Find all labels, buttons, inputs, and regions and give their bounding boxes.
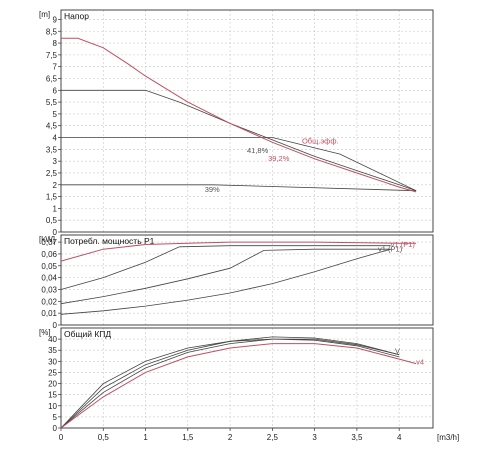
curve-red-3 [61, 37, 417, 193]
y-tick-label: 0,05 [41, 262, 57, 271]
y-tick-label: 8,5 [46, 27, 58, 36]
curve-dark-0 [60, 338, 400, 429]
y-tick-label: 0,06 [41, 250, 57, 259]
y-tick-label: 10 [48, 402, 57, 411]
y-tick-label: 5 [53, 110, 58, 119]
y-tick-label: 0 [53, 228, 58, 237]
y-tick-label: 5 [53, 413, 58, 422]
panel-title: Напор [64, 11, 89, 21]
annotation-label: 39% [205, 185, 220, 194]
x-tick-label: 2,5 [267, 433, 279, 442]
annotation-label: v4 [416, 358, 424, 367]
y-tick-label: 1,5 [46, 193, 58, 202]
y-tick-label: 40 [48, 335, 57, 344]
y-tick-label: 20 [48, 380, 57, 389]
annotation-label: 41,8% [247, 146, 269, 155]
x-tick-label: 3 [312, 433, 317, 442]
y-tick-label: 3,5 [46, 145, 58, 154]
plot-frame [60, 327, 434, 429]
x-tick-label: 4 [397, 433, 402, 442]
y-tick-label: 6 [53, 86, 58, 95]
y-tick-label: 4,5 [46, 122, 58, 131]
x-tick-label: 0,5 [98, 433, 110, 442]
annotation-label: v1 (P1) [391, 240, 416, 249]
y-tick-label: 4 [53, 134, 58, 143]
annotation-label: 39,2% [268, 154, 290, 163]
x-tick-label: 2 [228, 433, 233, 442]
y-tick-label: 2,5 [46, 169, 58, 178]
y-tick-label: 9 [53, 15, 58, 24]
curve-dark-1 [60, 248, 391, 305]
y-axis-unit: [%] [39, 328, 51, 337]
x-tick-label: 1 [143, 433, 148, 442]
y-tick-label: 35 [48, 346, 57, 355]
x-axis-unit: [m3/h] [437, 433, 459, 442]
y-tick-label: 7,5 [46, 51, 58, 60]
curve-red-3 [60, 343, 417, 429]
panel-title: Потребл. мощность P1 [64, 236, 155, 246]
y-tick-label: 25 [48, 368, 57, 377]
x-tick-label: 0 [59, 433, 64, 442]
curve-dark-2 [61, 89, 417, 192]
power-panel: 0 0,01 0,02 0,03 0,04 0,05 0,06 0,07[kW] Потребл… [39, 234, 434, 330]
plot-frame [60, 9, 434, 233]
curve-dark-2 [60, 338, 400, 429]
y-axis-unit: [m] [39, 10, 50, 19]
panel-title: Общий КПД [64, 329, 111, 339]
efficiency-panel: 0 5 10 15 20 25 30 35 40[%] Общий КПД Vv4 0 0,5 1 1,5 2… [39, 327, 459, 442]
y-tick-label: 1 [53, 204, 58, 213]
y-tick-label: 0,04 [41, 274, 57, 283]
annotation-label: Общ.эфф. [302, 136, 339, 145]
y-tick-label: 6,5 [46, 74, 58, 83]
y-tick-label: 7 [53, 63, 58, 72]
head-panel: 0 0,5 1 1,5 2 2,5 3 3,5 4 4,5 5 5,5 6 6,5 7 7,5 8 8,5 9[m]… [39, 9, 434, 237]
curve-dark-1 [60, 336, 400, 429]
y-tick-label: 3 [53, 157, 58, 166]
curve-dark-1 [61, 137, 417, 192]
y-tick-label: 0 [53, 321, 58, 330]
y-tick-label: 0,5 [46, 216, 58, 225]
curve-dark-2 [60, 245, 391, 290]
plot-frame [60, 234, 434, 326]
y-tick-label: 0,07 [41, 238, 57, 247]
y-tick-label: 0,02 [41, 297, 57, 306]
y-tick-label: 5,5 [46, 98, 58, 107]
y-tick-label: 15 [48, 391, 57, 400]
curve-red-3 [60, 241, 417, 262]
y-tick-label: 0,03 [41, 285, 57, 294]
annotation-label: v1 (P1) [378, 245, 403, 254]
curve-dark-0 [61, 184, 417, 192]
y-axis-unit: [kW] [39, 235, 55, 244]
x-tick-label: 3,5 [351, 433, 363, 442]
y-tick-label: 2 [53, 181, 58, 190]
y-tick-label: 8 [53, 39, 58, 48]
curve-dark-0 [60, 248, 391, 315]
y-tick-label: 30 [48, 357, 57, 366]
y-tick-label: 0,01 [41, 309, 57, 318]
y-tick-label: 0 [53, 424, 58, 433]
annotation-label: V [395, 347, 400, 356]
x-tick-label: 1,5 [182, 433, 194, 442]
